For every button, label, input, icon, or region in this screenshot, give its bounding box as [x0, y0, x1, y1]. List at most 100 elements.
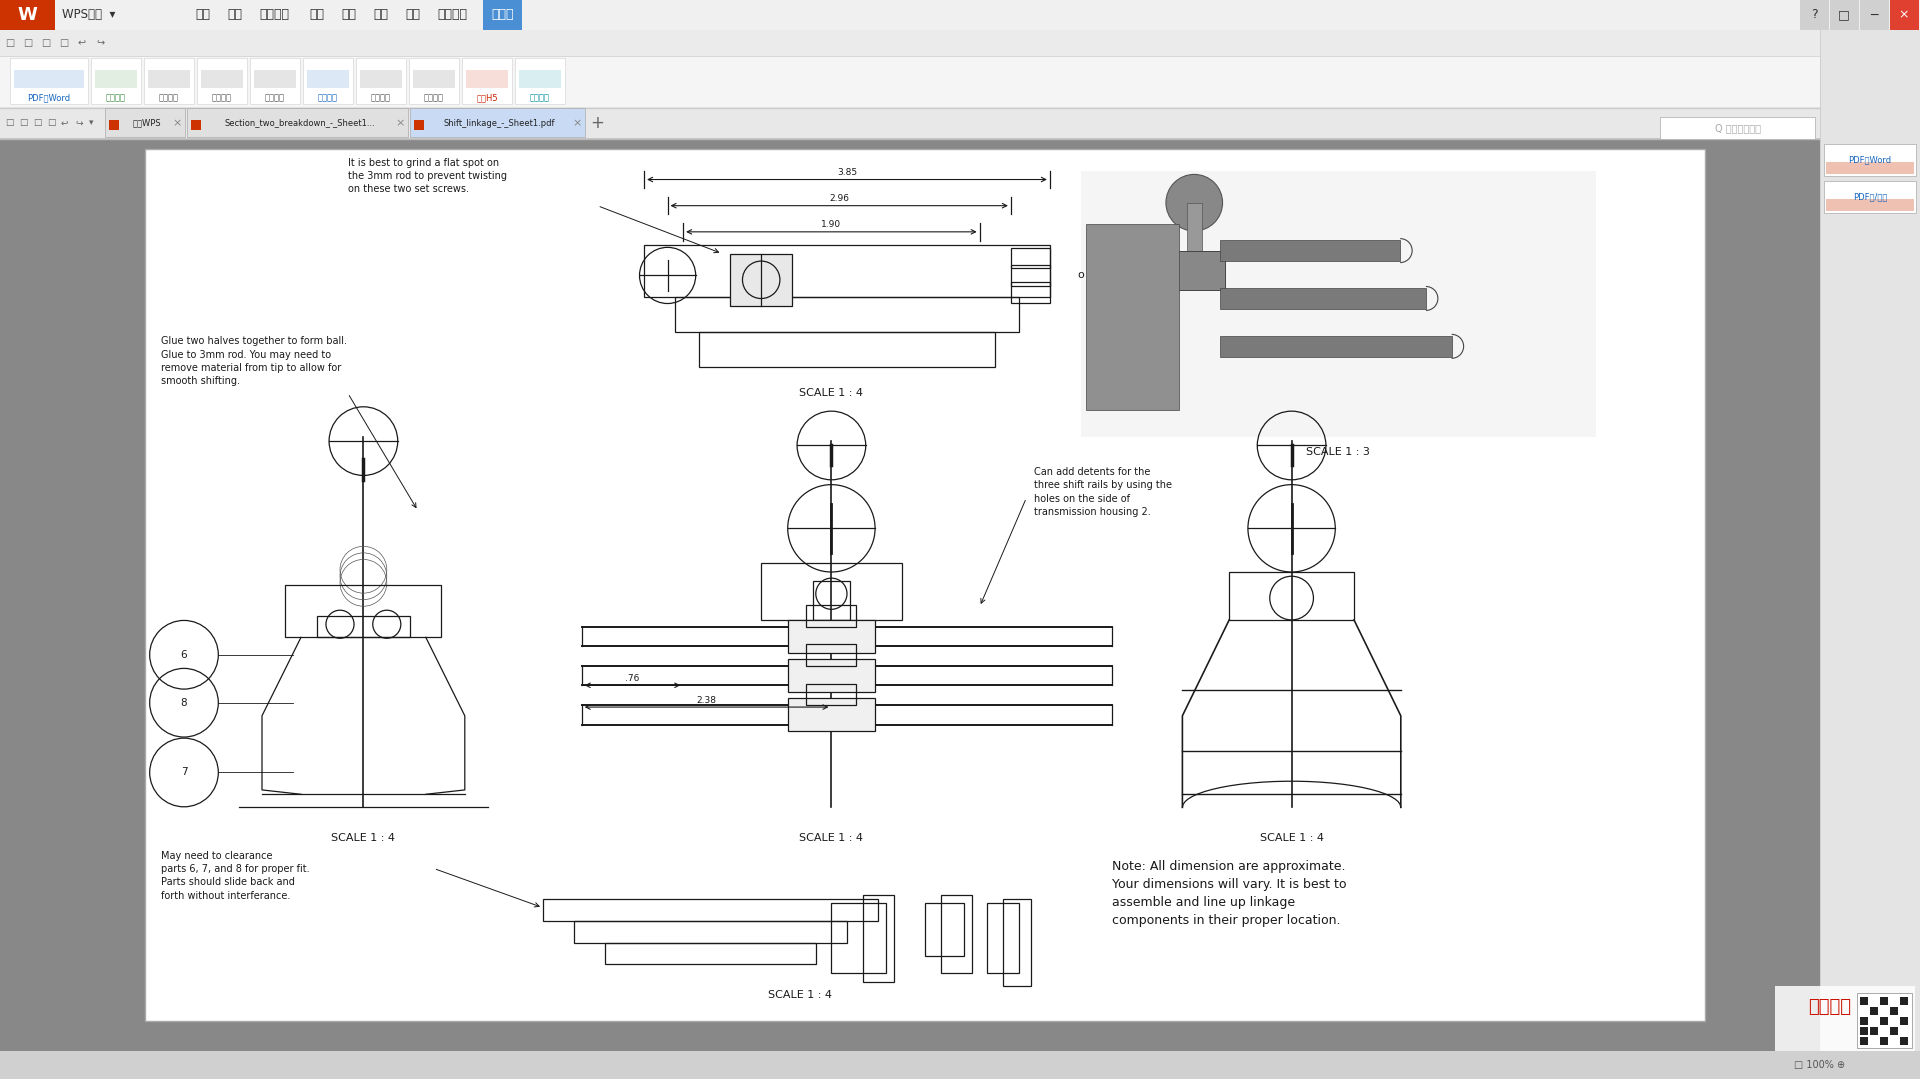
Text: 插入: 插入: [227, 9, 242, 22]
Text: 划词翻译: 划词翻译: [424, 94, 444, 103]
Bar: [186, 108, 409, 137]
Text: ↩: ↩: [61, 119, 69, 127]
Bar: [831, 903, 885, 973]
Text: Can add detents for the
three shift rails by using the
holes on the side of
tran: Can add detents for the three shift rail…: [1035, 467, 1173, 517]
Text: ↪: ↪: [75, 119, 83, 127]
Bar: [1002, 899, 1031, 986]
Bar: [806, 644, 856, 666]
Bar: [1889, 1007, 1899, 1015]
Bar: [202, 70, 244, 88]
Bar: [941, 894, 972, 973]
Bar: [146, 149, 1705, 1021]
Bar: [286, 585, 442, 638]
Text: □: □: [60, 38, 69, 47]
Text: 视图: 视图: [372, 9, 388, 22]
Text: Note: All dimension are approximate.
Your dimensions will vary. It is best to
as: Note: All dimension are approximate. You…: [1112, 860, 1346, 927]
Bar: [1081, 170, 1596, 437]
Text: It is best to grind a flat spot on
the 3mm rod to prevent twisting
on these two : It is best to grind a flat spot on the 3…: [348, 158, 507, 194]
Bar: [518, 70, 561, 88]
Bar: [1229, 572, 1354, 619]
Bar: [148, 70, 190, 88]
Bar: [1010, 283, 1050, 303]
Bar: [355, 58, 405, 104]
Text: ─: ─: [1870, 9, 1878, 22]
Text: 开始: 开始: [196, 9, 209, 22]
Bar: [0, 0, 1920, 30]
Bar: [415, 120, 424, 129]
Bar: [862, 894, 895, 982]
Text: SCALE 1 : 4: SCALE 1 : 4: [1260, 833, 1323, 843]
Text: □: □: [46, 119, 56, 127]
Bar: [515, 58, 564, 104]
Bar: [0, 0, 56, 30]
Text: ×: ×: [572, 118, 582, 128]
Bar: [250, 58, 300, 104]
Bar: [806, 605, 856, 627]
Bar: [1164, 250, 1225, 290]
Text: 团队文档: 团队文档: [371, 94, 392, 103]
Text: 3.85: 3.85: [837, 168, 856, 177]
Text: 2.96: 2.96: [829, 194, 849, 203]
Bar: [1901, 1037, 1908, 1044]
Bar: [1087, 224, 1179, 410]
Text: □: □: [19, 119, 27, 127]
Text: SCALE 1 : 4: SCALE 1 : 4: [332, 833, 396, 843]
Bar: [1860, 1017, 1868, 1025]
Text: ↩: ↩: [79, 38, 86, 47]
Bar: [787, 659, 876, 693]
Bar: [987, 903, 1020, 973]
Bar: [925, 903, 964, 956]
Bar: [1219, 240, 1400, 261]
Bar: [1901, 1017, 1908, 1025]
Bar: [1219, 288, 1427, 309]
Bar: [730, 254, 793, 306]
Text: 我的WPS: 我的WPS: [132, 119, 161, 127]
Text: □ 100% ⊕: □ 100% ⊕: [1795, 1060, 1845, 1070]
Bar: [1830, 0, 1859, 30]
Bar: [1824, 144, 1916, 176]
Text: ×: ×: [396, 118, 405, 128]
Text: □: □: [1837, 9, 1849, 22]
Bar: [1880, 1037, 1887, 1044]
Text: □: □: [6, 119, 13, 127]
Bar: [1857, 993, 1912, 1048]
Text: PDF拆/合并: PDF拆/合并: [1853, 192, 1887, 202]
Text: 页面布局: 页面布局: [259, 9, 290, 22]
Text: 章节: 章节: [405, 9, 420, 22]
Text: WPS文字  ▾: WPS文字 ▾: [61, 9, 115, 22]
Text: 模友之吧: 模友之吧: [1809, 998, 1851, 1016]
Text: 与我共享: 与我共享: [319, 94, 338, 103]
Text: .76: .76: [626, 673, 639, 683]
Bar: [760, 563, 902, 619]
Bar: [484, 0, 522, 30]
Bar: [0, 107, 1820, 138]
Text: 1.90: 1.90: [822, 220, 841, 230]
Bar: [413, 70, 455, 88]
Text: ×: ×: [1899, 9, 1908, 22]
Text: SCALE 1 : 4: SCALE 1 : 4: [799, 833, 864, 843]
Text: Glue two halves together to form ball.
Glue to 3mm rod. You may need to
remove m: Glue two halves together to form ball. G…: [161, 337, 348, 386]
Bar: [1880, 1017, 1887, 1025]
Bar: [0, 30, 1820, 108]
Bar: [0, 30, 1820, 56]
Bar: [106, 108, 184, 137]
Text: 云编辑器: 云编辑器: [530, 94, 549, 103]
Bar: [605, 943, 816, 965]
Bar: [317, 615, 411, 638]
Bar: [303, 58, 353, 104]
Bar: [109, 120, 119, 129]
Bar: [645, 245, 1050, 297]
Text: SCALE 1 : 4: SCALE 1 : 4: [768, 989, 831, 1000]
Bar: [0, 139, 1820, 1051]
Bar: [253, 70, 296, 88]
Bar: [1801, 0, 1830, 30]
Bar: [198, 58, 248, 104]
Text: 漫游文档: 漫游文档: [265, 94, 284, 103]
Text: ?: ?: [1811, 9, 1818, 22]
Text: □: □: [6, 38, 15, 47]
Text: PDF转Word: PDF转Word: [1849, 155, 1891, 164]
Text: □: □: [23, 38, 33, 47]
Bar: [307, 70, 349, 88]
Text: PDF转Word: PDF转Word: [27, 94, 71, 103]
Text: Q 点击查找命令: Q 点击查找命令: [1715, 123, 1761, 133]
